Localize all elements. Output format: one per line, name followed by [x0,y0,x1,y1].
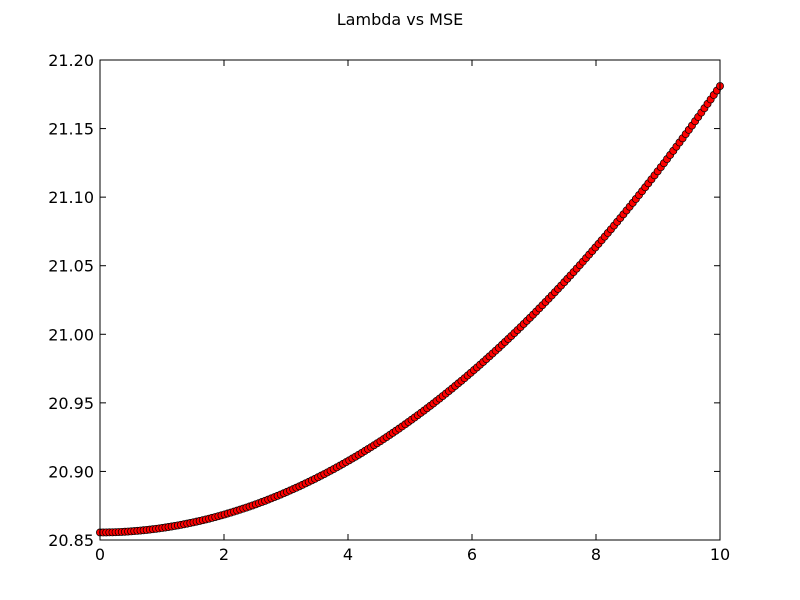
y-axis-ticks: 20.85 20.90 20.95 21.00 21.05 21.10 21.15 21.20 [48,51,720,550]
plot-frame [99,59,721,541]
x-tick-label: 4 [343,545,353,564]
chart-title: Lambda vs MSE [336,10,464,29]
x-tick-label: 6 [467,545,477,564]
x-tick-label: 10 [710,545,730,564]
y-tick-label: 20.95 [48,394,94,413]
y-tick-label: 21.05 [48,257,94,276]
y-tick-label: 20.90 [48,462,94,481]
y-tick-label: 20.85 [48,531,94,550]
y-tick-label: 21.10 [48,188,94,207]
y-tick-label: 21.20 [48,51,94,70]
data-points [96,82,724,537]
y-tick-label: 21.15 [48,120,94,139]
x-tick-label: 8 [591,545,601,564]
x-tick-label: 2 [219,545,229,564]
x-axis-ticks: 0 2 4 6 8 10 [95,60,730,564]
x-tick-label: 0 [95,545,105,564]
y-tick-label: 21.00 [48,325,94,344]
